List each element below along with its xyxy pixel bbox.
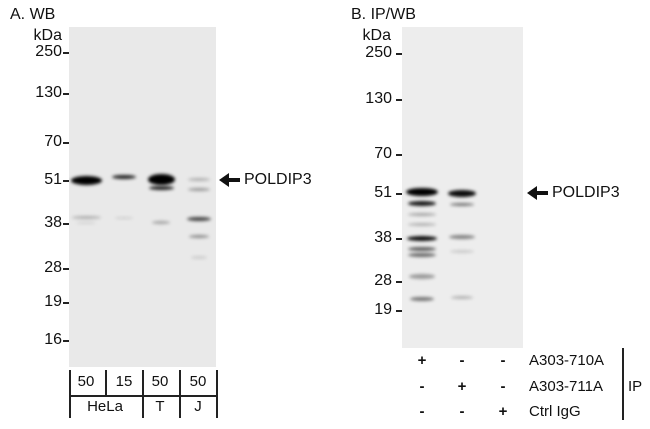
marker-label: 250 [35, 43, 62, 60]
protein-band [191, 255, 207, 259]
marker-label: 28 [44, 259, 62, 276]
cell-line-label: T [155, 398, 165, 415]
protein-band [408, 222, 436, 226]
marker-tick [63, 142, 69, 144]
protein-band [115, 217, 133, 219]
marker-label: 19 [374, 301, 392, 318]
ip-sign: - [500, 378, 506, 395]
ip-group-label: IP [628, 378, 643, 395]
table-divider [69, 395, 217, 397]
marker-tick [396, 99, 402, 101]
marker-tick [396, 281, 402, 283]
table-divider [105, 370, 107, 395]
lane-amount: 50 [189, 373, 207, 390]
protein-band [408, 247, 436, 251]
protein-band [409, 273, 435, 279]
table-divider [69, 370, 71, 418]
ip-sign: + [457, 378, 467, 395]
cell-line-label: HeLa [87, 398, 123, 415]
protein-band [408, 200, 436, 206]
marker-tick [396, 53, 402, 55]
table-divider [179, 370, 181, 418]
panel-b-arrow-icon [527, 183, 549, 208]
ip-bracket-line [622, 348, 624, 420]
marker-tick [63, 268, 69, 270]
marker-label: 130 [365, 90, 392, 107]
panel-a-unit: kDa [33, 27, 62, 44]
marker-tick [396, 310, 402, 312]
table-divider [142, 370, 144, 418]
ip-antibody-label: A303-710A [529, 352, 605, 369]
ip-sign: - [500, 352, 506, 369]
marker-label: 38 [44, 214, 62, 231]
marker-tick [63, 223, 69, 225]
protein-band [188, 177, 210, 181]
ip-sign: - [459, 352, 465, 369]
panel-b-target-label: POLDIP3 [552, 184, 620, 201]
marker-label: 70 [44, 133, 62, 150]
lane-amount: 50 [77, 373, 95, 390]
panel-a-title: A. WB [10, 6, 56, 23]
protein-band [148, 186, 174, 190]
ip-sign: - [419, 403, 425, 420]
marker-label: 51 [44, 171, 62, 188]
ip-sign: - [459, 403, 465, 420]
marker-tick [396, 238, 402, 240]
table-divider [216, 370, 218, 418]
marker-tick [396, 154, 402, 156]
marker-label: 70 [374, 145, 392, 162]
marker-tick [63, 180, 69, 182]
protein-band [448, 189, 476, 197]
protein-band [408, 212, 436, 216]
ip-sign: - [419, 378, 425, 395]
ip-antibody-label: Ctrl IgG [529, 403, 581, 420]
marker-tick [396, 193, 402, 195]
protein-band [450, 249, 474, 253]
marker-label: 250 [365, 44, 392, 61]
panel-b-blot-image [402, 27, 523, 348]
protein-band [147, 173, 175, 185]
protein-band [152, 220, 170, 224]
ip-sign: + [417, 352, 427, 369]
lane-amount: 15 [115, 373, 133, 390]
marker-label: 19 [44, 293, 62, 310]
protein-band [450, 202, 474, 206]
cell-line-label: J [194, 398, 202, 415]
panel-a-blot-image [69, 27, 216, 367]
panel-b-title: B. IP/WB [351, 6, 416, 23]
protein-band [188, 187, 210, 191]
panel-b-unit: kDa [362, 27, 391, 44]
protein-band [410, 297, 434, 301]
protein-band [408, 253, 436, 257]
protein-band [189, 234, 209, 238]
marker-tick [63, 340, 69, 342]
marker-label: 16 [44, 331, 62, 348]
panel-a-target-label: POLDIP3 [244, 171, 312, 188]
panel-a-arrow-icon [219, 170, 241, 195]
protein-band [70, 175, 102, 185]
protein-band [407, 235, 437, 241]
marker-label: 38 [374, 229, 392, 246]
protein-band [406, 188, 438, 196]
protein-band [451, 295, 473, 299]
marker-tick [63, 302, 69, 304]
protein-band [112, 175, 136, 179]
protein-band [187, 217, 211, 221]
protein-band [76, 222, 96, 224]
ip-antibody-label: A303-711A [529, 378, 603, 395]
protein-band [71, 215, 101, 219]
marker-label: 28 [374, 272, 392, 289]
marker-tick [63, 52, 69, 54]
marker-label: 51 [374, 184, 392, 201]
lane-amount: 50 [151, 373, 169, 390]
ip-sign: + [498, 403, 508, 420]
marker-label: 130 [35, 84, 62, 101]
protein-band [449, 235, 475, 239]
marker-tick [63, 93, 69, 95]
